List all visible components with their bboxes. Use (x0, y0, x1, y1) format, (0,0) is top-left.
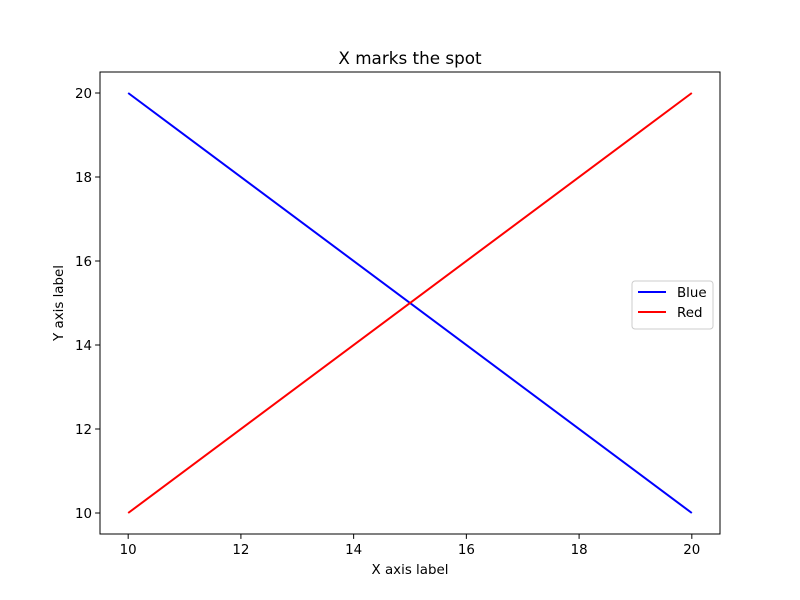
legend-label-blue: Blue (677, 286, 707, 301)
y-axis-label: Y axis label (52, 265, 67, 342)
chart-title: X marks the spot (338, 48, 482, 68)
x-tick-label: 20 (683, 543, 700, 558)
y-tick-label: 10 (75, 507, 92, 522)
legend-label-red: Red (677, 306, 702, 321)
x-tick-label: 18 (571, 543, 588, 558)
y-tick-label: 18 (75, 171, 92, 186)
x-axis-ticks: 10 12 14 16 18 20 (120, 534, 700, 558)
x-tick-label: 12 (232, 543, 249, 558)
y-tick-label: 16 (75, 255, 92, 270)
x-axis-label: X axis label (372, 563, 449, 578)
x-tick-label: 14 (345, 543, 362, 558)
legend: Blue Red (631, 280, 714, 330)
y-tick-label: 20 (75, 87, 92, 102)
plot-frame (99, 71, 721, 535)
y-axis-ticks: 10 12 14 16 18 20 (75, 87, 100, 522)
x-tick-label: 16 (458, 543, 475, 558)
series-layer (127, 92, 693, 514)
y-tick-label: 14 (75, 339, 92, 354)
x-tick-label: 10 (120, 543, 137, 558)
y-tick-label: 12 (75, 423, 92, 438)
series-line-red (127, 92, 693, 514)
